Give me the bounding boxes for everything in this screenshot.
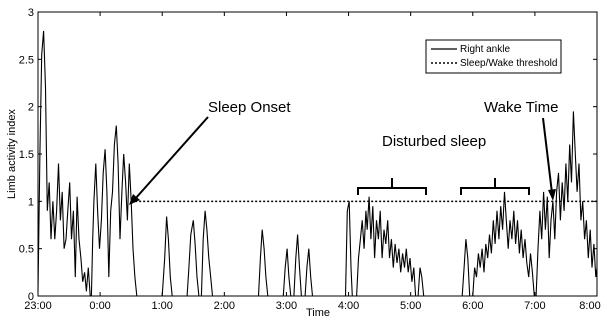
annotation-bracket-1 [357,178,427,195]
y-tick-label: 2.5 [19,54,34,66]
y-axis: 0 0.5 1 1.5 2 2.5 3 [19,7,597,303]
y-tick-label: 0 [28,291,34,303]
x-tick-label: 7:00 [524,300,545,312]
x-tick-label: 23:00 [24,300,52,312]
legend: Right ankle Sleep/Wake threshold [425,39,562,74]
annotation-bracket-2 [460,178,530,195]
series-line-right-ankle [37,30,598,297]
y-tick-label: 1 [28,196,34,208]
annotation-wake-time-label: Wake Time [484,99,558,116]
annotation-wake-time-arrow [542,117,553,194]
y-tick-label: 2 [28,102,34,114]
x-axis: 23:00 0:00 1:00 2:00 3:00 4:00 5:00 6:00 7:00 8:0… [24,12,601,312]
y-tick-label: 1.5 [19,149,34,161]
y-tick-label: 3 [28,7,34,19]
x-tick-label: 0:00 [89,300,110,312]
y-tick-label: 0.5 [19,244,34,256]
annotation-sleep-onset-label: Sleep Onset [208,99,291,116]
x-tick-label: 2:00 [214,300,235,312]
x-tick-label: 3:00 [276,300,297,312]
x-tick-label: 1:00 [152,300,173,312]
x-tick-label: 4:00 [338,300,359,312]
annotation-sleep-onset: Sleep Onset [129,99,291,205]
y-axis-title: Limb activity index [6,109,18,199]
legend-label-right-ankle: Right ankle [460,44,510,55]
annotation-wake-time-arrowhead [548,189,556,201]
annotation-wake-time: Wake Time [484,99,558,201]
x-tick-label: 8:00 [579,300,600,312]
annotation-disturbed-sleep-label: Disturbed sleep [382,133,486,150]
annotation-sleep-onset-arrow [134,116,209,200]
annotation-sleep-onset-arrowhead [129,194,140,205]
x-axis-title: Time [306,307,330,319]
x-tick-label: 6:00 [462,300,483,312]
legend-label-sleep-wake-threshold: Sleep/Wake threshold [460,58,557,69]
legend-box [425,39,562,74]
x-tick-label: 5:00 [400,300,421,312]
annotation-disturbed-sleep: Disturbed sleep [357,133,530,195]
